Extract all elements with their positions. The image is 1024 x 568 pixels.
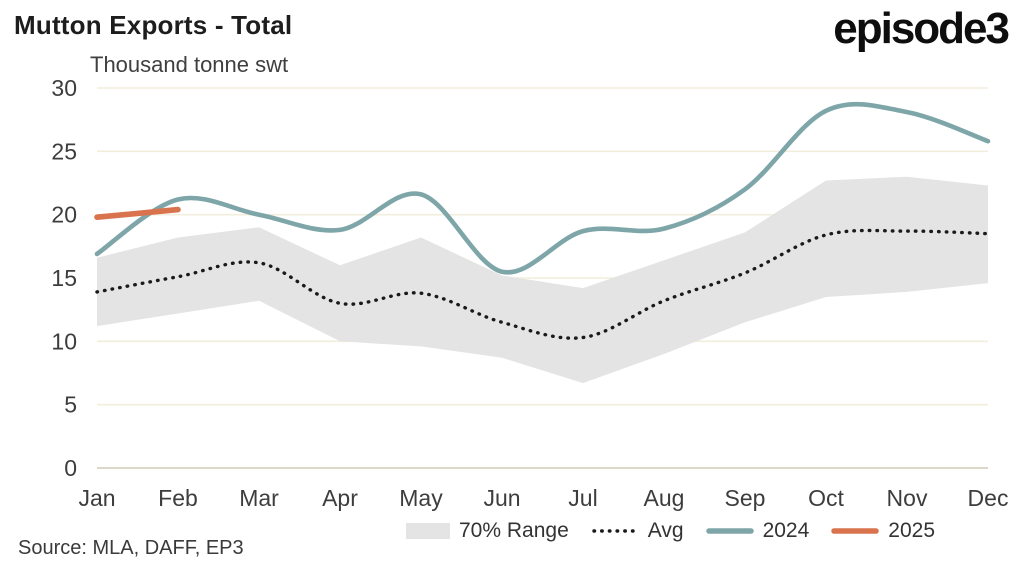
legend-item-2025: 2025 [831, 519, 935, 543]
y-axis-labels: 0 5 10 15 20 25 30 [51, 75, 77, 481]
x-tick-label: Oct [808, 485, 844, 511]
x-tick-label: Jul [568, 485, 597, 511]
legend-label: Avg [647, 519, 684, 542]
y-tick-label: 0 [64, 455, 77, 481]
x-tick-label: Mar [239, 485, 279, 511]
x-tick-label: Jan [78, 485, 115, 511]
line-2025 [94, 206, 181, 220]
legend-label: 70% Range [459, 519, 569, 542]
legend-item-2024: 2024 [705, 519, 810, 543]
legend-item-70-range: 70% Range [406, 519, 569, 543]
x-tick-label: May [399, 485, 443, 511]
y-tick-label: 5 [64, 392, 77, 418]
y-tick-label: 30 [51, 75, 77, 101]
line-swatch-2024 [705, 528, 754, 534]
y-axis-unit-label: Thousand tonne swt [90, 52, 289, 77]
x-tick-label: Sep [725, 485, 766, 511]
y-tick-label: 10 [51, 328, 77, 354]
line-2024 [94, 101, 991, 275]
band-70-range [97, 176, 988, 384]
x-tick-label: Feb [158, 485, 198, 511]
x-tick-label: Nov [887, 485, 928, 511]
x-tick-label: Apr [322, 485, 358, 511]
chart-legend: 70% Range Avg 2024 2025 [406, 519, 935, 543]
x-axis-labels: Jan Feb Mar Apr May Jun Jul Aug Sep Oct Nov Dec [78, 485, 1008, 511]
range-band-swatch [406, 523, 450, 539]
episode3-logo: episode3 [833, 4, 1010, 53]
x-tick-label: Aug [644, 485, 685, 511]
y-tick-label: 15 [51, 265, 77, 291]
x-tick-label: Jun [483, 485, 520, 511]
x-tick-label: Dec [968, 485, 1009, 511]
legend-label: 2024 [762, 519, 810, 542]
avg-dotted-swatch [592, 529, 638, 533]
y-tick-label: 20 [51, 202, 77, 228]
legend-item-avg: Avg [591, 519, 684, 543]
page-title: Mutton Exports - Total [14, 10, 293, 40]
legend-label: 2025 [888, 519, 935, 542]
y-tick-label: 25 [51, 138, 77, 164]
line-swatch-2025 [831, 528, 880, 534]
source-note: Source: MLA, DAFF, EP3 [18, 537, 244, 559]
